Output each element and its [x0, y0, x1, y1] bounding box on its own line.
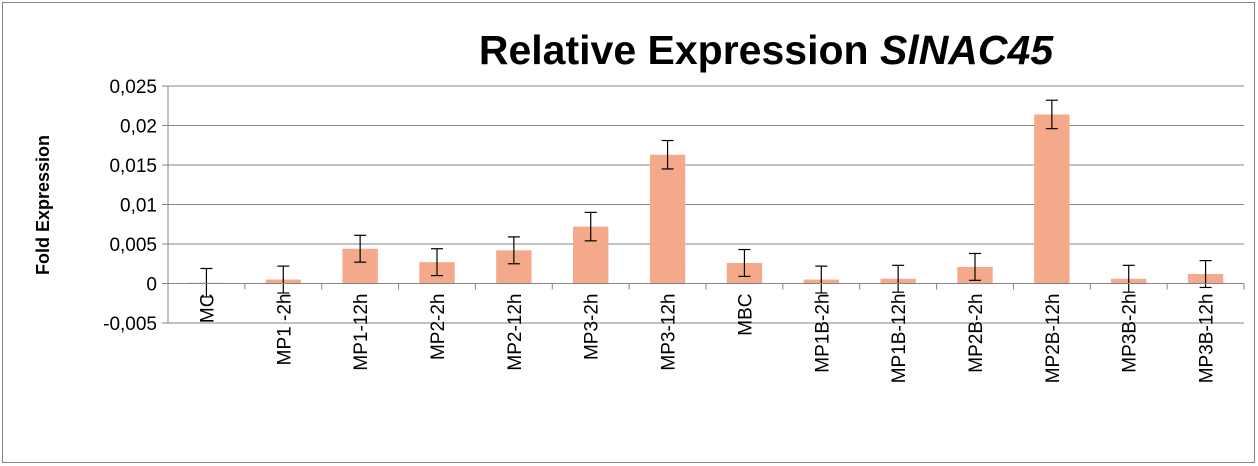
x-tick-label: MP2B-2h [966, 294, 987, 373]
bar-mp2b-12h [1034, 114, 1070, 284]
x-tick-label: MC [197, 294, 218, 324]
x-tick-label: MP1B-12h [889, 294, 910, 384]
x-tick-label: MP3B-12h [1197, 294, 1218, 384]
chart-title: Relative Expression SlNAC45 [479, 27, 1054, 73]
x-tick-label: MP3-12h [659, 294, 680, 371]
y-axis-label: Fold Expression [33, 135, 53, 275]
y-tick-label: -0,005 [103, 314, 157, 335]
x-tick-label: MP2-12h [505, 294, 526, 371]
y-tick-labels: 0,025 0,02 0,015 0,01 0,005 0 -0,005 [103, 77, 157, 335]
x-tick-label: MP1B-2h [812, 294, 833, 373]
x-tick-label: MP2-2h [428, 294, 449, 361]
x-tick-label: MBC [735, 294, 756, 336]
y-tick-label: 0,025 [109, 77, 157, 98]
y-tick-label: 0 [146, 275, 157, 296]
x-tick-label: MP1 -2h [274, 294, 295, 366]
axes [162, 85, 1245, 324]
y-tick-label: 0,01 [120, 196, 157, 217]
x-tick-labels: MC MP1 -2h MP1-12h MP2-2h MP2-12h MP3-2h MP3-1… [197, 294, 1217, 384]
y-tick-label: 0,005 [109, 235, 157, 256]
error-bars [200, 99, 1212, 298]
x-tick-label: MP3B-2h [1120, 294, 1141, 373]
y-tick-label: 0,02 [120, 117, 157, 138]
chart-title-gene: SlNAC45 [880, 27, 1054, 73]
chart-title-main: Relative Expression [479, 27, 880, 73]
bar-mp3-12h [649, 154, 686, 284]
x-tick-label: MP1-12h [351, 294, 372, 371]
bars [188, 114, 1224, 284]
x-tick-label: MP2B-12h [1043, 294, 1064, 384]
y-tick-label: 0,015 [109, 156, 157, 177]
x-tick-label: MP3-2h [582, 294, 603, 361]
